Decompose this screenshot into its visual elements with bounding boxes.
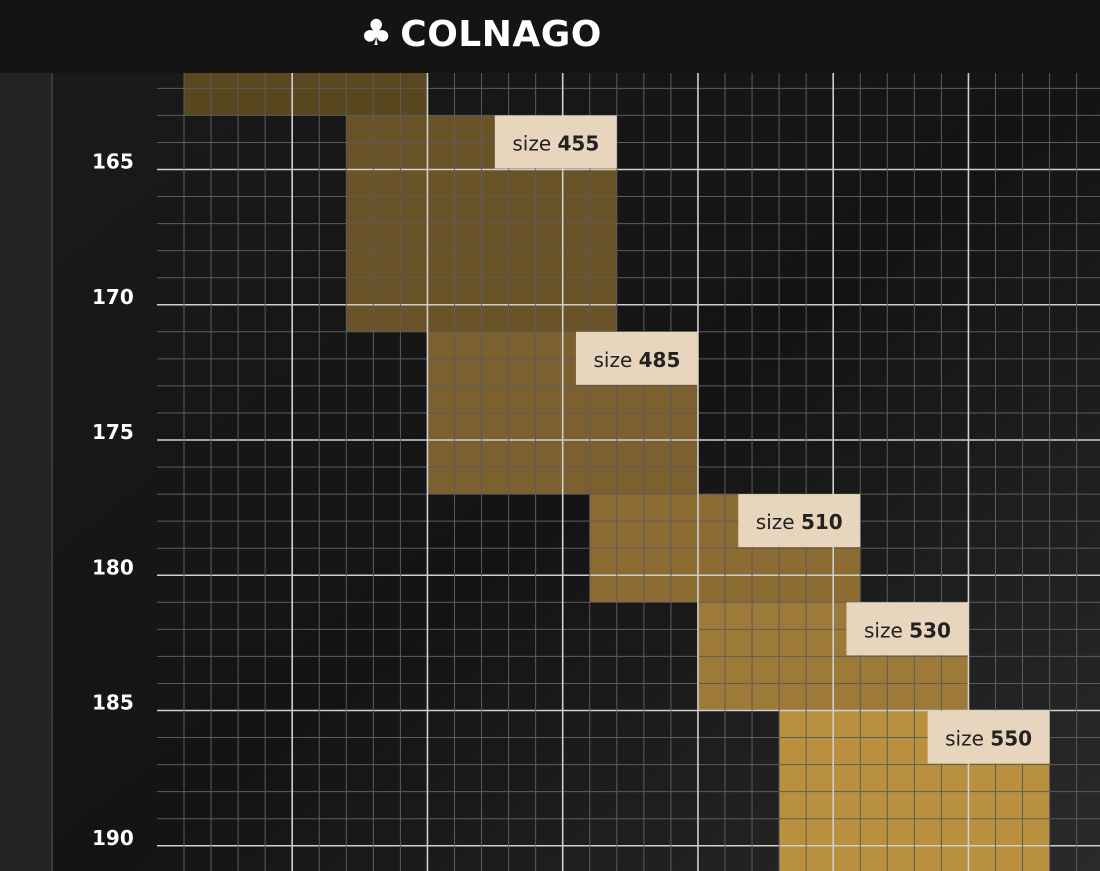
size-label-text: size 485 (594, 348, 681, 372)
size-label-text: size 510 (756, 510, 843, 534)
size-label-485: size 485 (575, 331, 698, 385)
y-tick-label: 165 (92, 150, 134, 174)
size-label-bg (846, 602, 969, 656)
y-tick-label: 190 (92, 826, 134, 850)
size-label-455: size 455 (494, 115, 617, 169)
size-label-text: size 550 (945, 727, 1032, 751)
colnago-logo[interactable]: ♣ COLNAGO (360, 12, 602, 56)
size-label-bg (738, 494, 861, 548)
size-label-bg (575, 331, 698, 385)
y-tick-label: 185 (92, 691, 134, 715)
size-labels: size 455 size 485 size 510 size 530 size 550 (494, 115, 1050, 764)
size-label-510: size 510 (738, 494, 861, 548)
club-icon: ♣ (360, 13, 393, 54)
y-tick-label: 175 (92, 420, 134, 444)
left-panel (0, 73, 52, 871)
y-axis-ticks: 165 170 175 180 185 190 (92, 150, 134, 850)
y-tick-label: 170 (92, 285, 134, 309)
size-label-bg (927, 710, 1050, 764)
size-label-550: size 550 (927, 710, 1050, 764)
brand-name: COLNAGO (400, 13, 602, 55)
size-label-text: size 455 (512, 131, 599, 155)
header-bar: ♣ COLNAGO (0, 0, 1100, 73)
size-label-530: size 530 (846, 602, 969, 656)
size-label-bg (494, 115, 617, 169)
size-label-text: size 530 (864, 618, 951, 642)
y-tick-label: 180 (92, 555, 134, 579)
